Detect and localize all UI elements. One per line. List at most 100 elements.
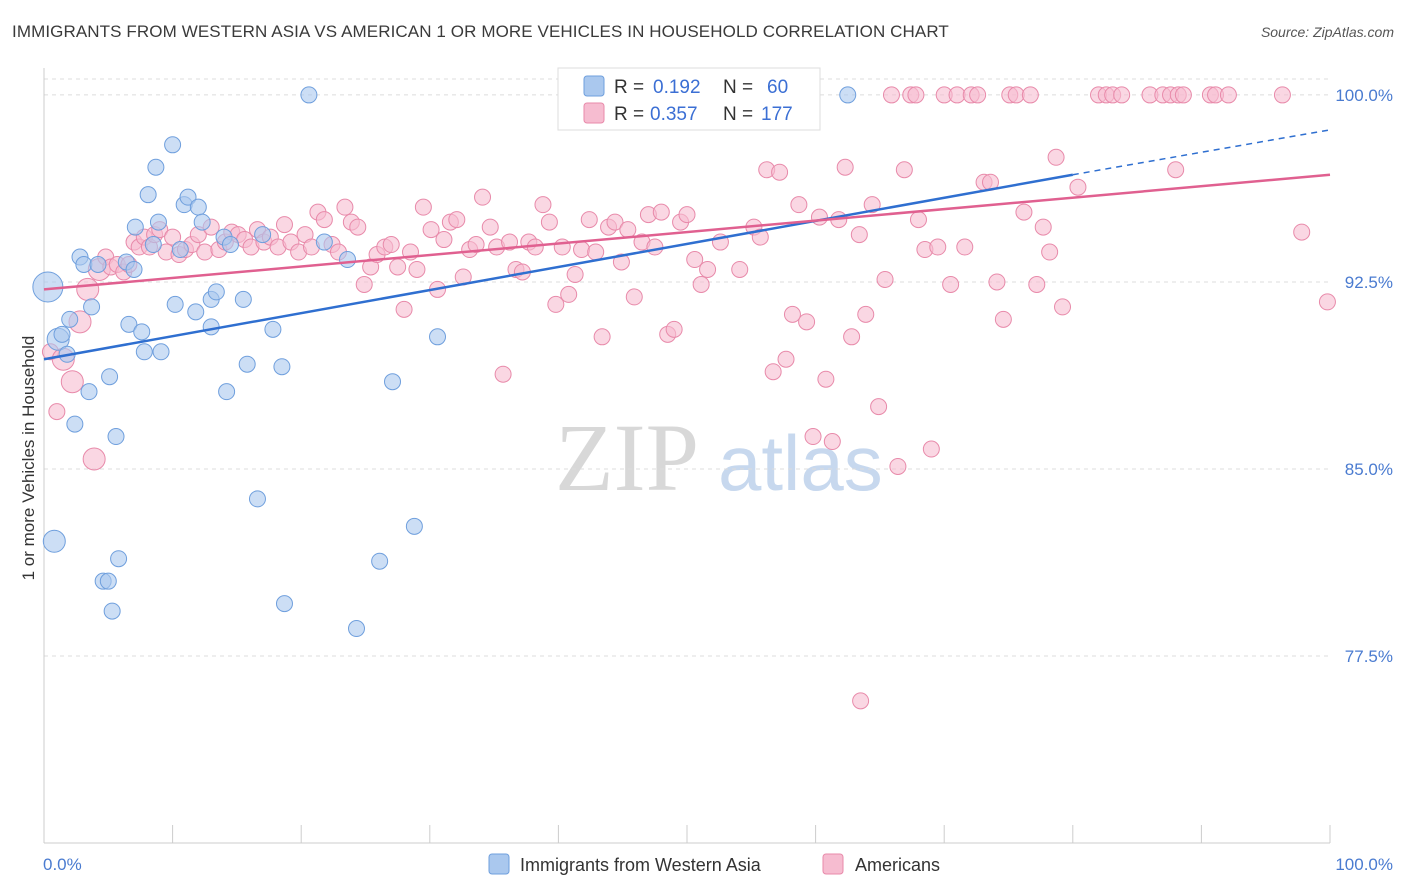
legend-r-value-2: 0.357 <box>650 104 698 125</box>
point-western-asia <box>125 260 143 278</box>
point-western-asia <box>99 572 117 590</box>
point-western-asia <box>61 310 79 328</box>
point-western-asia <box>207 283 225 301</box>
point-western-asia <box>139 186 157 204</box>
point-americans <box>560 285 578 303</box>
point-americans <box>587 243 605 261</box>
point-western-asia <box>300 86 318 104</box>
point-americans <box>882 86 900 104</box>
point-americans <box>823 433 841 451</box>
chart-source: Source: ZipAtlas.com <box>1260 24 1394 40</box>
point-americans <box>275 216 293 234</box>
point-americans <box>907 86 925 104</box>
point-americans <box>448 211 466 229</box>
y-tick-label: 85.0% <box>1345 460 1393 479</box>
point-americans <box>580 211 598 229</box>
point-americans <box>1318 293 1336 311</box>
point-western-asia <box>66 415 84 433</box>
legend-n-value-1: 60 <box>767 77 788 98</box>
point-western-asia <box>839 86 857 104</box>
point-western-asia <box>166 295 184 313</box>
point-americans <box>988 273 1006 291</box>
point-americans <box>751 228 769 246</box>
point-western-asia <box>135 343 153 361</box>
point-americans <box>48 403 66 421</box>
point-americans <box>336 198 354 216</box>
point-western-asia <box>107 428 125 446</box>
y-axis-label: 1 or more Vehicles in Household <box>19 336 38 581</box>
point-western-asia <box>149 213 167 231</box>
point-americans <box>422 221 440 239</box>
trend-line-western-asia-extension <box>1072 129 1331 176</box>
point-americans <box>909 211 927 229</box>
point-americans <box>870 398 888 416</box>
point-western-asia <box>193 213 211 231</box>
point-western-asia <box>144 236 162 254</box>
point-americans <box>1167 161 1185 179</box>
point-western-asia <box>264 320 282 338</box>
point-western-asia <box>218 383 236 401</box>
y-tick-label: 100.0% <box>1335 86 1393 105</box>
point-americans <box>1174 86 1192 104</box>
point-americans <box>783 305 801 323</box>
point-americans <box>501 233 519 251</box>
point-americans <box>435 231 453 249</box>
point-americans <box>566 265 584 283</box>
scatter-points <box>32 86 1336 710</box>
point-western-asia <box>110 550 128 568</box>
chart-title: IMMIGRANTS FROM WESTERN ASIA VS AMERICAN… <box>12 22 949 41</box>
point-western-asia <box>83 298 101 316</box>
point-western-asia <box>42 529 66 553</box>
point-americans <box>994 310 1012 328</box>
watermark-atlas: atlas <box>718 419 883 507</box>
point-americans <box>395 300 413 318</box>
point-western-asia <box>189 198 207 216</box>
point-americans <box>612 253 630 271</box>
point-americans <box>1219 86 1237 104</box>
point-americans <box>929 238 947 256</box>
point-western-asia <box>238 355 256 373</box>
axes <box>43 68 1331 844</box>
point-americans <box>408 260 426 278</box>
point-western-asia <box>315 233 333 251</box>
point-americans <box>889 457 907 475</box>
y-tick-label: 77.5% <box>1345 647 1393 666</box>
point-western-asia <box>187 303 205 321</box>
point-americans <box>625 288 643 306</box>
point-americans <box>382 236 400 254</box>
point-western-asia <box>347 620 365 638</box>
point-americans <box>1041 243 1059 261</box>
point-americans <box>810 208 828 226</box>
point-americans <box>349 218 367 236</box>
point-americans <box>606 213 624 231</box>
point-americans <box>843 328 861 346</box>
point-americans <box>1273 86 1291 104</box>
point-americans <box>665 320 683 338</box>
legend-top: R = 0.192 N = 60 R = 0.357 N = 177 <box>557 67 821 131</box>
legend-n-label-1: N = <box>723 77 753 98</box>
point-americans <box>82 447 106 471</box>
x-tick-label-min: 0.0% <box>43 855 82 874</box>
point-americans <box>956 238 974 256</box>
trend-line-western-asia <box>43 173 1074 361</box>
legend-swatch-pink <box>583 102 605 124</box>
point-americans <box>315 211 333 229</box>
point-americans <box>540 213 558 231</box>
point-americans <box>619 221 637 239</box>
point-western-asia <box>273 358 291 376</box>
point-western-asia <box>254 226 272 244</box>
point-western-asia <box>101 368 119 386</box>
point-americans <box>764 363 782 381</box>
point-americans <box>895 161 913 179</box>
point-americans <box>686 251 704 269</box>
legend-r-value-1: 0.192 <box>653 77 701 98</box>
trend-lines <box>43 129 1331 361</box>
point-americans <box>876 270 894 288</box>
point-western-asia <box>89 255 107 273</box>
point-western-asia <box>405 517 423 535</box>
point-western-asia <box>179 188 197 206</box>
point-western-asia <box>147 158 165 176</box>
point-americans <box>1069 178 1087 196</box>
watermark-zip: ZIP <box>555 404 699 511</box>
